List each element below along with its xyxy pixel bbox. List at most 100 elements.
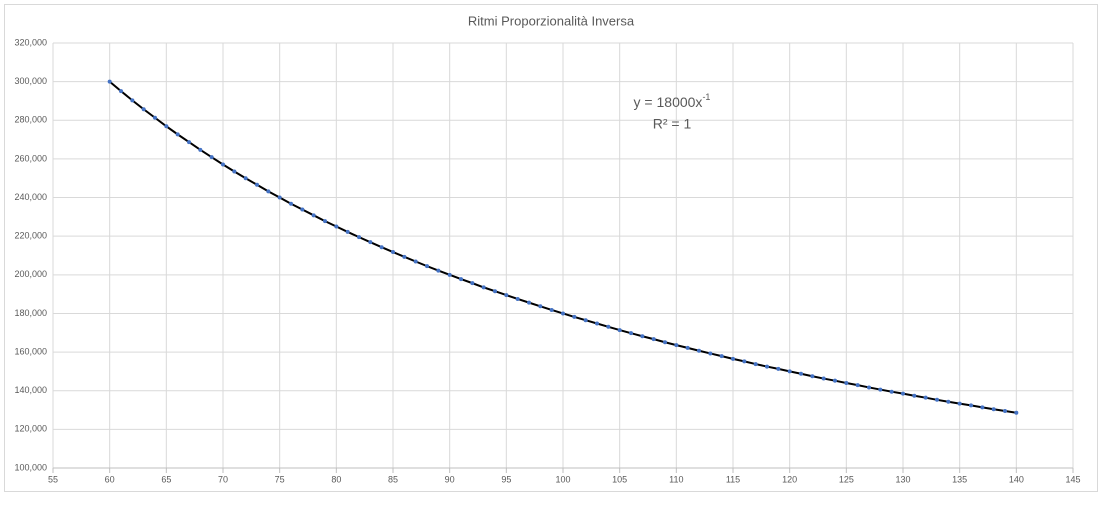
point xyxy=(277,195,282,200)
equation-text: y = 18000x xyxy=(634,94,703,110)
point xyxy=(1014,410,1019,415)
point xyxy=(844,381,849,385)
point xyxy=(912,393,917,398)
point xyxy=(629,331,633,336)
x-tick-label: 120 xyxy=(782,474,797,484)
y-tick-label: 220,000 xyxy=(14,231,47,241)
point xyxy=(425,264,429,269)
point xyxy=(300,207,305,212)
x-tick-label: 130 xyxy=(895,474,910,484)
point xyxy=(606,324,611,329)
point xyxy=(753,362,758,367)
point xyxy=(821,376,826,381)
y-tick-label: 100,000 xyxy=(14,462,47,472)
point xyxy=(345,229,350,234)
point xyxy=(833,378,837,383)
point xyxy=(493,289,497,294)
r-squared: R² = 1 xyxy=(653,116,692,132)
y-tick-label: 120,000 xyxy=(14,424,47,434)
point xyxy=(799,371,803,376)
point xyxy=(685,345,690,350)
y-tick-label: 300,000 xyxy=(14,76,47,86)
point xyxy=(402,254,407,259)
point xyxy=(719,354,724,359)
point xyxy=(107,79,112,84)
point xyxy=(368,240,373,245)
point xyxy=(357,235,361,240)
point xyxy=(878,387,883,392)
point xyxy=(991,407,996,412)
point xyxy=(787,369,792,374)
equation-exponent: -1 xyxy=(702,92,710,102)
point xyxy=(640,334,645,339)
point xyxy=(731,356,735,361)
y-tick-label: 280,000 xyxy=(14,115,47,125)
point xyxy=(175,132,180,137)
point xyxy=(765,364,769,369)
y-tick-label: 180,000 xyxy=(14,308,47,318)
point xyxy=(527,300,531,305)
point xyxy=(515,296,520,301)
x-tick-label: 95 xyxy=(501,474,511,484)
point xyxy=(776,366,781,371)
point xyxy=(255,182,259,187)
point xyxy=(153,115,157,120)
point xyxy=(481,285,486,290)
x-tick-label: 60 xyxy=(105,474,115,484)
point xyxy=(413,259,418,264)
y-tick-label: 140,000 xyxy=(14,385,47,395)
y-tick-label: 240,000 xyxy=(14,192,47,202)
y-tick-label: 200,000 xyxy=(14,269,47,279)
point xyxy=(1003,409,1007,414)
point xyxy=(595,321,599,326)
y-tick-label: 260,000 xyxy=(14,153,47,163)
point xyxy=(561,311,565,316)
x-tick-label: 115 xyxy=(726,474,740,484)
x-tick-label: 110 xyxy=(669,474,683,484)
point xyxy=(243,176,248,181)
point xyxy=(583,318,588,323)
point xyxy=(935,397,939,402)
point xyxy=(289,201,293,206)
point xyxy=(459,277,463,282)
x-tick-label: 80 xyxy=(331,474,341,484)
x-tick-label: 100 xyxy=(555,474,570,484)
point xyxy=(663,340,667,345)
point xyxy=(447,272,452,277)
point xyxy=(141,107,146,112)
point xyxy=(617,328,622,333)
point xyxy=(867,385,871,390)
grid: 100,000 120,000 140,000 160,000 180,000 200,0… xyxy=(14,37,1080,484)
point xyxy=(504,293,509,298)
point xyxy=(957,401,962,406)
point xyxy=(901,391,905,396)
x-tick-label: 70 xyxy=(218,474,228,484)
x-tick-label: 140 xyxy=(1009,474,1024,484)
chart-border xyxy=(4,4,1098,492)
point xyxy=(266,189,271,194)
point xyxy=(572,314,577,319)
point xyxy=(209,155,214,160)
y-tick-label: 320,000 xyxy=(14,37,47,47)
x-tick-label: 145 xyxy=(1065,474,1080,484)
point xyxy=(232,169,237,174)
x-tick-label: 105 xyxy=(612,474,627,484)
point xyxy=(708,351,713,356)
point xyxy=(311,213,316,218)
point xyxy=(549,307,554,312)
point xyxy=(334,224,339,229)
point xyxy=(391,250,395,255)
point xyxy=(651,337,656,342)
point xyxy=(980,405,985,410)
point xyxy=(164,124,169,129)
point xyxy=(470,281,475,286)
point xyxy=(323,219,327,224)
trendline-equation: y = 18000x-1 xyxy=(634,92,711,109)
point xyxy=(969,403,973,408)
chart-title: Ritmi Proporzionalità Inversa xyxy=(468,13,635,28)
x-tick-label: 90 xyxy=(445,474,455,484)
point xyxy=(889,389,894,394)
point xyxy=(810,374,815,379)
x-tick-label: 135 xyxy=(952,474,967,484)
